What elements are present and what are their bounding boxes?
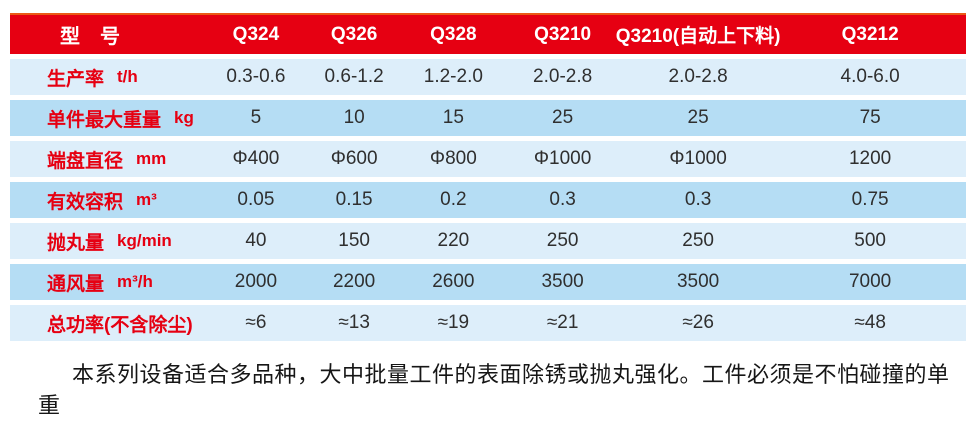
value-cell: Φ1000 bbox=[669, 148, 727, 169]
header-cell-model: Q3210 bbox=[534, 23, 592, 45]
row-unit: m³ bbox=[136, 190, 157, 209]
value-cell: 2200 bbox=[332, 271, 376, 292]
value-cell: 250 bbox=[682, 230, 714, 251]
value-cell: 220 bbox=[437, 230, 470, 251]
table-row-production-rate: 生产率 t/h 0.3-0.6 0.6-1.2 1.2-2.0 2.0-2.8 … bbox=[10, 59, 966, 95]
row-label: 总功率(不含除尘) bbox=[47, 314, 193, 336]
row-label: 生产率 bbox=[47, 68, 105, 90]
value-cell: Φ800 bbox=[429, 148, 477, 169]
row-unit: kg bbox=[174, 108, 194, 127]
header-model-label: 型 号 bbox=[60, 26, 120, 48]
row-unit: m³/h bbox=[117, 272, 153, 291]
row-label-cell: 通风量 m³/h bbox=[10, 264, 207, 300]
value-cell: 0.6-1.2 bbox=[324, 66, 384, 87]
value-cell: 0.3-0.6 bbox=[226, 66, 286, 87]
value-cell: 2000 bbox=[234, 271, 278, 292]
row-label: 有效容积 bbox=[47, 191, 124, 213]
value-cell: 40 bbox=[245, 230, 267, 251]
value-cell: Φ400 bbox=[232, 148, 280, 169]
value-cell: 0.05 bbox=[237, 189, 275, 210]
value-cell: 7000 bbox=[848, 271, 892, 292]
row-label-cell: 有效容积 m³ bbox=[10, 182, 207, 218]
value-cell: ≈48 bbox=[854, 312, 886, 333]
value-cell: ≈26 bbox=[682, 312, 714, 333]
row-label-cell: 单件最大重量 kg bbox=[10, 100, 207, 136]
value-cell: ≈6 bbox=[245, 312, 267, 333]
header-cell-model: Q326 bbox=[330, 23, 378, 45]
value-cell: 0.15 bbox=[335, 189, 373, 210]
value-cell: 5 bbox=[250, 107, 262, 128]
table-row-total-power: 总功率(不含除尘) ≈6 ≈13 ≈19 ≈21 ≈26 ≈48 bbox=[10, 305, 966, 341]
row-unit: t/h bbox=[117, 67, 138, 86]
value-cell: 2.0-2.8 bbox=[533, 66, 593, 87]
header-cell-model: Q328 bbox=[430, 23, 477, 45]
table-row-ventilation: 通风量 m³/h 2000 2200 2600 3500 3500 7000 bbox=[10, 264, 966, 300]
value-cell: 75 bbox=[859, 107, 881, 128]
spec-table: 型 号 Q324 Q326 Q328 Q3210 Q3210(自动上下料) Q3… bbox=[10, 13, 966, 341]
value-cell: 0.3 bbox=[549, 189, 576, 210]
description-line: 本系列设备适合多品种，大中批量工件的表面除锈或抛丸强化。工件必须是不怕碰撞的单重 bbox=[38, 362, 950, 418]
value-cell: 10 bbox=[343, 107, 365, 128]
table-row-effective-volume: 有效容积 m³ 0.05 0.15 0.2 0.3 0.3 0.75 bbox=[10, 182, 966, 218]
value-cell: ≈19 bbox=[437, 312, 470, 333]
row-label-cell: 端盘直径 mm bbox=[10, 141, 207, 177]
header-cell-model: Q3212 bbox=[841, 23, 899, 45]
value-cell: Φ600 bbox=[330, 148, 378, 169]
description-paragraph: 本系列设备适合多品种，大中批量工件的表面除锈或抛丸强化。工件必须是不怕碰撞的单重… bbox=[38, 359, 963, 424]
value-cell: 2600 bbox=[432, 271, 475, 292]
value-cell: 25 bbox=[552, 107, 574, 128]
row-label: 抛丸量 bbox=[47, 232, 105, 254]
value-cell: 15 bbox=[442, 107, 464, 128]
table-row-max-piece-weight: 单件最大重量 kg 5 10 15 25 25 75 bbox=[10, 100, 966, 136]
header-cell-model: Q324 bbox=[232, 23, 280, 45]
row-label: 通风量 bbox=[47, 273, 105, 295]
value-cell: 0.75 bbox=[851, 189, 889, 210]
value-cell: 25 bbox=[687, 107, 709, 128]
row-label-cell: 总功率(不含除尘) bbox=[10, 305, 207, 341]
value-cell: 0.2 bbox=[440, 189, 467, 210]
row-label: 单件最大重量 bbox=[47, 109, 162, 131]
row-label: 端盘直径 bbox=[47, 150, 124, 172]
header-cell-model: Q3210(自动上下料) bbox=[615, 26, 781, 47]
value-cell: ≈21 bbox=[546, 312, 579, 333]
value-cell: ≈13 bbox=[338, 312, 370, 333]
row-unit: kg/min bbox=[117, 231, 172, 250]
row-label-cell: 抛丸量 kg/min bbox=[10, 223, 207, 259]
value-cell: 1.2-2.0 bbox=[423, 66, 483, 87]
table-row-disc-diameter: 端盘直径 mm Φ400 Φ600 Φ800 Φ1000 Φ1000 1200 bbox=[10, 141, 966, 177]
value-cell: 3500 bbox=[676, 271, 720, 292]
value-cell: 1200 bbox=[848, 148, 892, 169]
value-cell: Φ1000 bbox=[533, 148, 592, 169]
table-header-row: 型 号 Q324 Q326 Q328 Q3210 Q3210(自动上下料) Q3… bbox=[10, 13, 966, 54]
value-cell: 150 bbox=[338, 230, 370, 251]
row-unit: mm bbox=[136, 149, 167, 168]
value-cell: 250 bbox=[546, 230, 579, 251]
value-cell: 0.3 bbox=[684, 189, 712, 210]
value-cell: 2.0-2.8 bbox=[668, 66, 728, 87]
value-cell: 500 bbox=[854, 230, 886, 251]
value-cell: 4.0-6.0 bbox=[840, 66, 900, 87]
table-row-shot-flow: 抛丸量 kg/min 40 150 220 250 250 500 bbox=[10, 223, 966, 259]
value-cell: 3500 bbox=[541, 271, 584, 292]
row-label-cell: 生产率 t/h bbox=[10, 59, 207, 95]
